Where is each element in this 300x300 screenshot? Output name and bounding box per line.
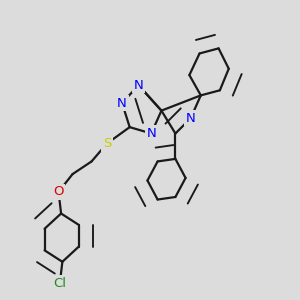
Text: Cl: Cl xyxy=(53,277,66,290)
Text: S: S xyxy=(103,137,111,150)
Text: N: N xyxy=(117,97,127,110)
Text: N: N xyxy=(134,79,143,92)
Text: O: O xyxy=(53,185,64,198)
Text: N: N xyxy=(186,112,196,125)
Text: N: N xyxy=(146,127,156,140)
